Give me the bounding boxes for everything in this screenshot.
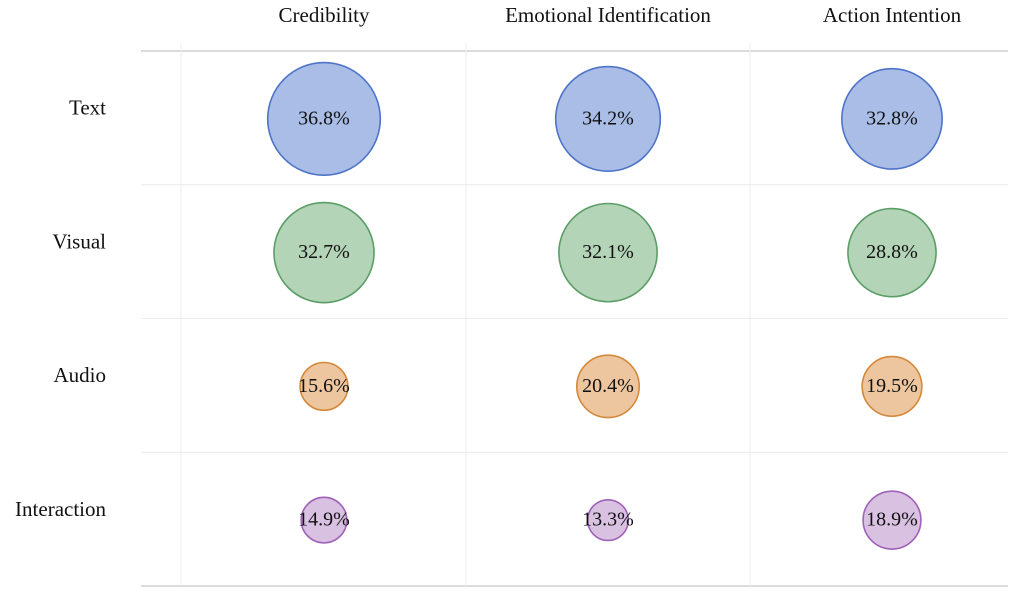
bubble-value-label: 32.1%: [582, 241, 634, 263]
bubble: [862, 490, 922, 550]
bubble-value-label: 15.6%: [298, 375, 350, 397]
bubble-value-label: 34.2%: [582, 107, 634, 129]
bubble: [300, 496, 348, 544]
bubble: [273, 201, 375, 304]
bubble-value-label: 32.7%: [298, 241, 350, 263]
row-label: Text: [69, 96, 106, 120]
bubble: [847, 207, 937, 298]
bubble: [586, 498, 630, 542]
bubble: [266, 61, 382, 176]
bubble-value-label: 19.5%: [866, 375, 918, 397]
bubble: [554, 65, 662, 173]
bubble-value-label: 14.9%: [298, 509, 350, 531]
bubble: [558, 202, 658, 303]
grid: [141, 43, 1008, 587]
row-labels: Text Visual Audio Interaction: [15, 96, 106, 521]
column-label: Emotional Identification: [505, 3, 711, 27]
row-label: Audio: [54, 363, 107, 387]
bubble: [299, 361, 349, 412]
bubble-value-label: 36.8%: [298, 107, 350, 129]
bubbles: 36.8% 34.2% 32.8% 32.7% 32.1% 28.8% 15.6% 20.4%…: [266, 61, 943, 550]
bubble-value-label: 20.4%: [582, 375, 634, 397]
column-labels: Credibility Emotional Identification Actio…: [279, 3, 962, 27]
row-label: Visual: [52, 229, 106, 253]
column-label: Credibility: [279, 3, 370, 27]
bubble-value-label: 28.8%: [866, 241, 918, 263]
row-label: Interaction: [15, 497, 106, 521]
bubble-value-label: 32.8%: [866, 107, 918, 129]
bubble: [575, 354, 641, 419]
bubble-value-label: 13.3%: [582, 509, 634, 531]
bubble: [861, 355, 923, 418]
bubble: [841, 67, 943, 170]
column-label: Action Intention: [823, 3, 962, 27]
bubble-value-label: 18.9%: [866, 509, 918, 531]
